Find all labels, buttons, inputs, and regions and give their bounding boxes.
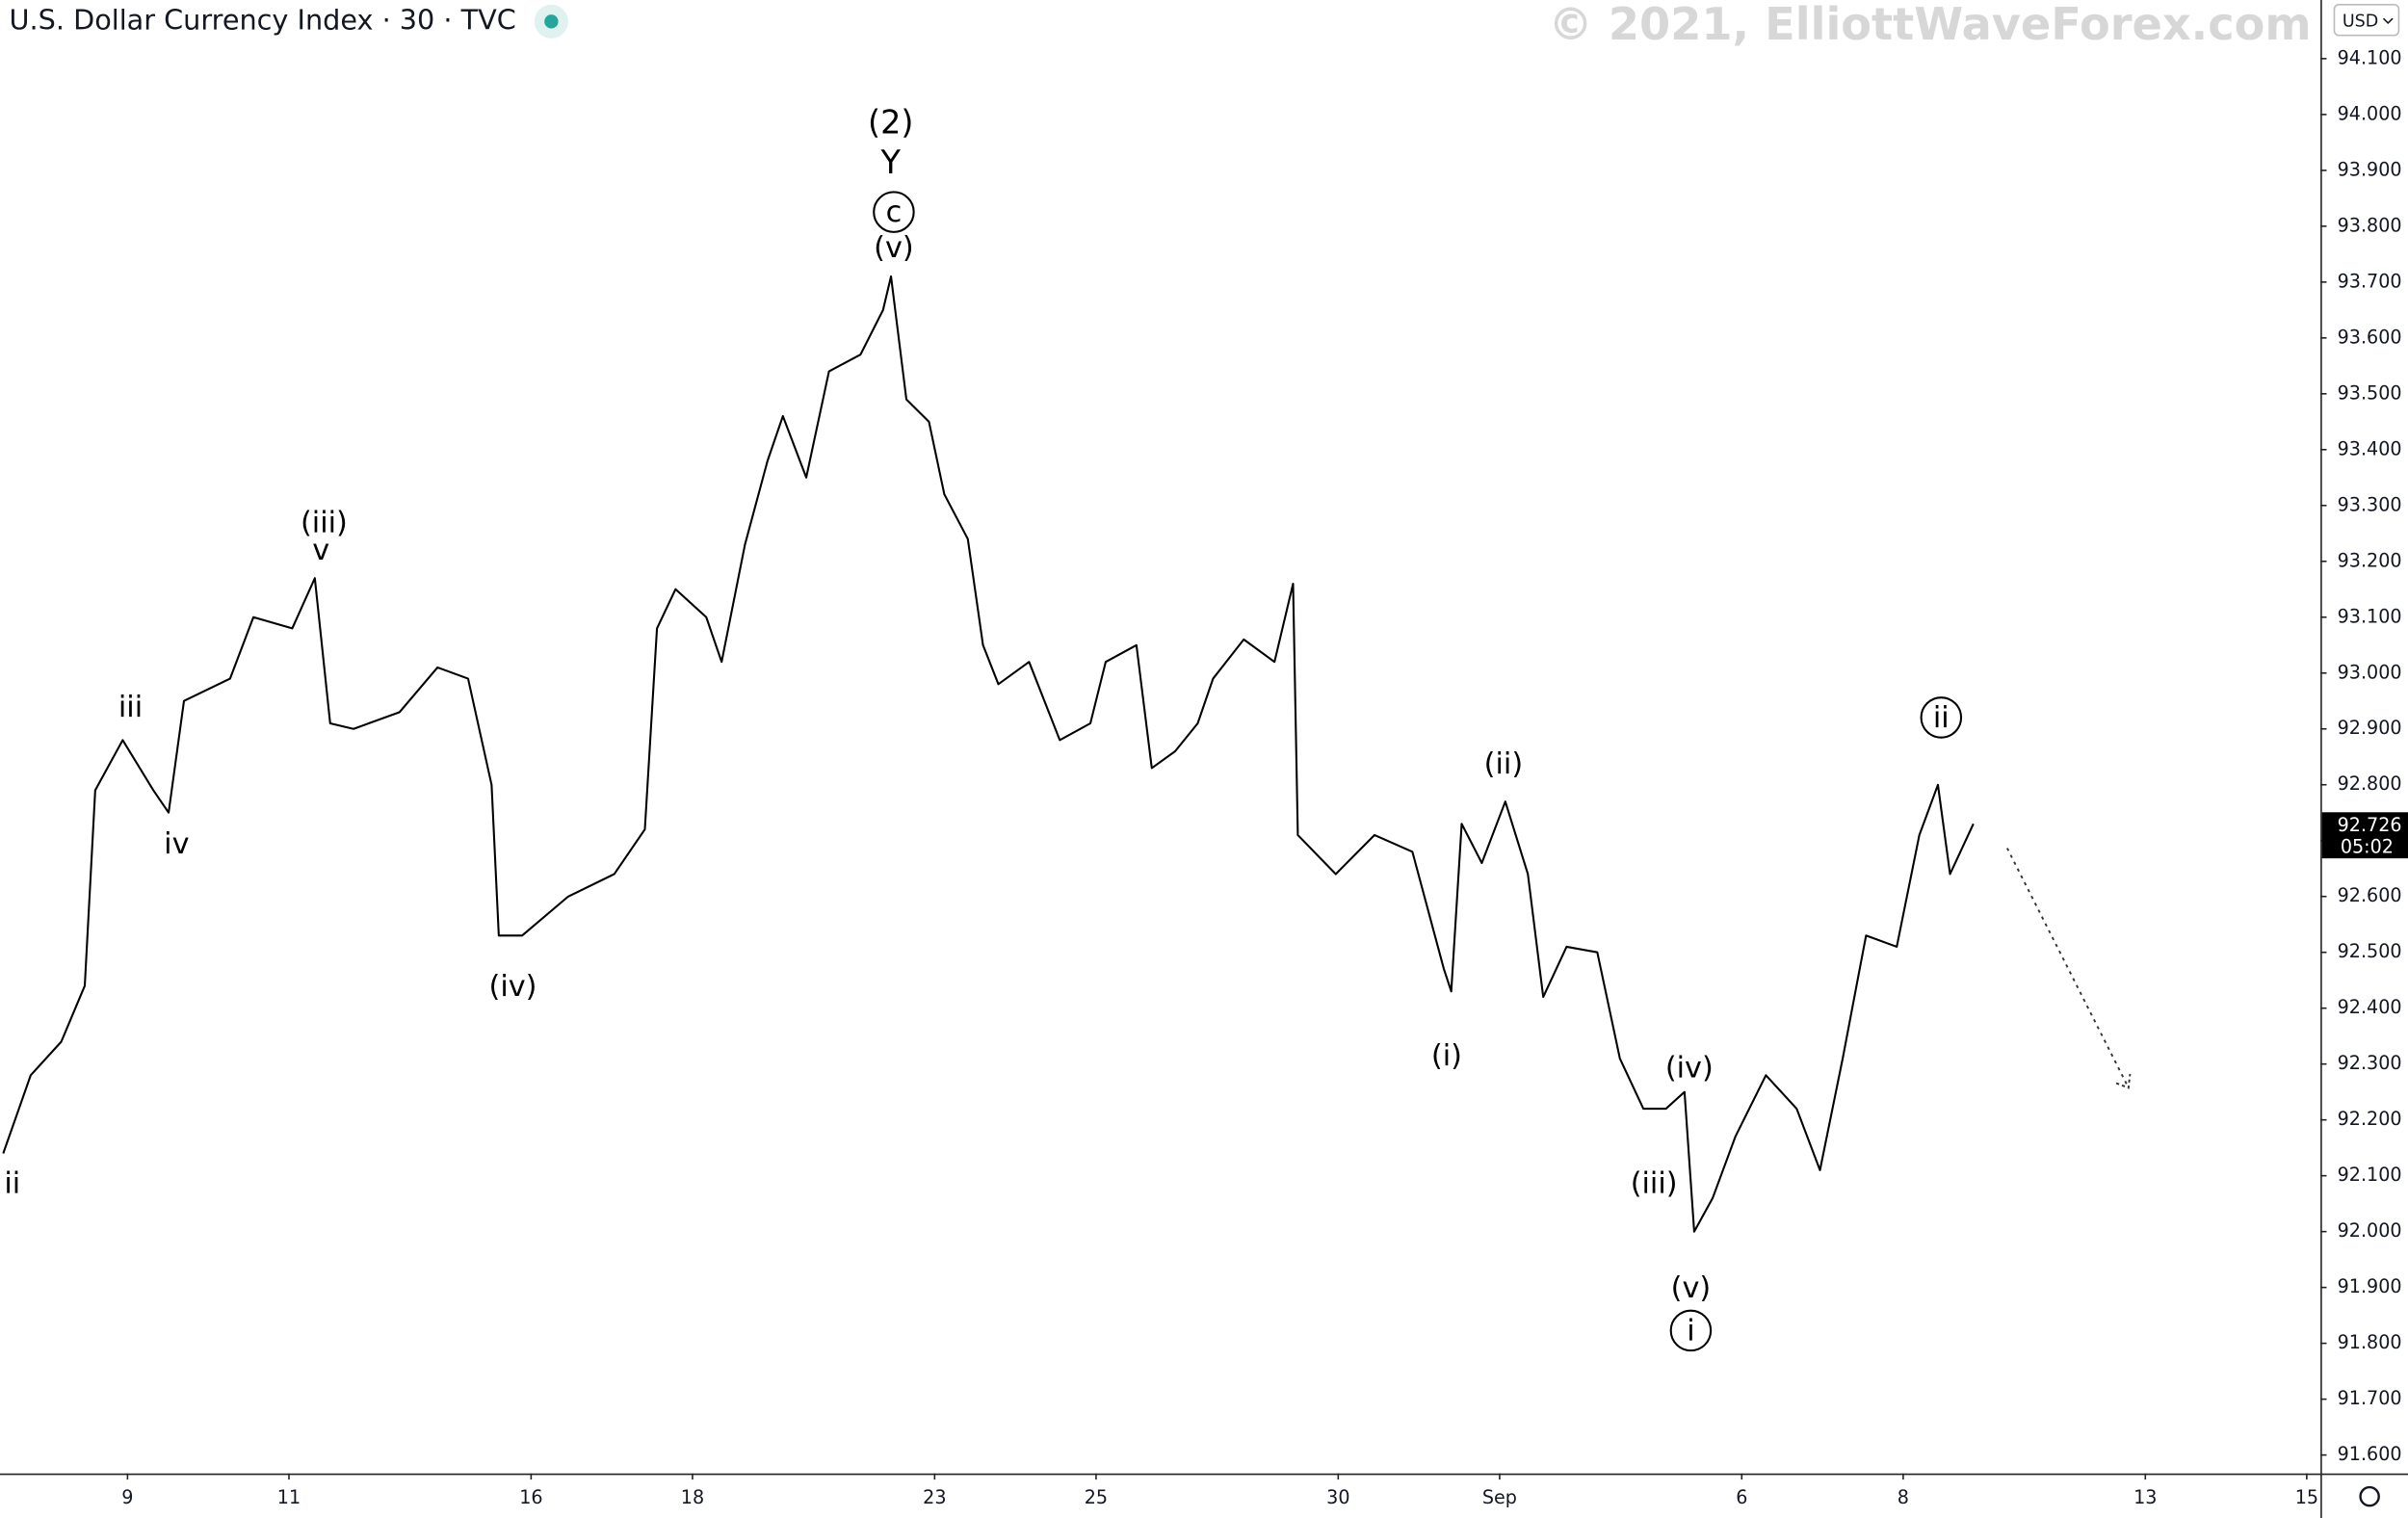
projection-arrow-head [2115,1073,2132,1089]
x-tick-label: 8 [1898,1486,1909,1508]
y-tick-label: 91.900 [2338,1275,2402,1297]
wave-label: i [1687,1314,1694,1348]
wave-label: iii [118,691,143,724]
x-tick-label: 13 [2133,1486,2157,1508]
wave-label: (v) [874,231,914,265]
wave-label: (v) [1671,1271,1712,1305]
x-tick-label: 9 [121,1486,133,1508]
y-tick-label: 92.500 [2338,940,2402,962]
y-tick-label: 93.500 [2338,381,2402,404]
x-tick-label: Sep [1482,1486,1517,1508]
y-tick-label: 91.800 [2338,1331,2402,1353]
y-tick-label: 92.600 [2338,884,2402,906]
wave-circle [1669,1309,1713,1352]
y-tick-label: 93.200 [2338,549,2402,571]
y-tick-label: 91.700 [2338,1387,2402,1409]
wave-circle [873,191,915,233]
y-tick-label: 94.000 [2338,102,2402,124]
x-tick-label: 11 [277,1486,301,1508]
y-tick-label: 92.000 [2338,1219,2402,1242]
y-tick-label: 93.800 [2338,214,2402,236]
chart-title: U.S. Dollar Currency Index · 30 · TVC [10,3,516,36]
y-tick-label: 93.900 [2338,158,2402,180]
x-tick-label: 15 [2295,1486,2318,1508]
wave-label: ii [4,1166,20,1200]
x-tick-label: 25 [1085,1486,1108,1508]
y-tick-label: 92.200 [2338,1108,2402,1130]
y-tick-label: 92.800 [2338,772,2402,795]
wave-label: (2) [868,104,913,142]
y-tick-label: 92.400 [2338,996,2402,1018]
wave-label: ii [1933,701,1950,735]
status-dot [544,14,559,29]
x-tick-label: 6 [1736,1486,1747,1508]
settings-icon[interactable] [2359,1485,2380,1507]
y-tick-label: 93.700 [2338,270,2402,292]
y-tick-label: 93.400 [2338,437,2402,459]
currency-label[interactable]: USD [2343,12,2378,31]
x-tick-label: 30 [1326,1486,1349,1508]
wave-label: (iii) [1631,1166,1678,1200]
wave-label: (iii) [301,506,348,539]
wave-label: v [312,534,329,567]
wave-circle [1920,696,1963,739]
watermark: © 2021, ElliottWaveForex.com [1549,0,2312,50]
wave-label: Y [880,144,902,181]
y-tick-label: 92.300 [2338,1052,2402,1074]
y-tick-label: 94.100 [2338,46,2402,68]
projection-arrow [2006,848,2129,1086]
wave-label: (ii) [1484,747,1523,781]
y-tick-label: 93.600 [2338,326,2402,348]
last-price-label: 92.726 [2338,814,2402,836]
wave-label: c [886,196,903,229]
wave-label: iv [164,827,189,861]
wave-label: (iv) [489,970,537,1004]
y-tick-label: 92.100 [2338,1164,2402,1186]
gear[interactable] [2359,1485,2380,1507]
currency-button[interactable] [2333,3,2400,37]
y-tick-label: 91.600 [2338,1443,2402,1465]
x-tick-label: 16 [519,1486,542,1508]
y-tick-label: 93.000 [2338,661,2402,683]
y-tick-label: 93.300 [2338,493,2402,515]
y-tick-label: 93.100 [2338,605,2402,627]
wave-label: (i) [1431,1039,1462,1073]
wave-label: (iv) [1665,1052,1714,1086]
y-tick-label: 92.900 [2338,717,2402,739]
last-price-tag [2321,812,2408,859]
x-tick-label: 23 [923,1486,946,1508]
currency-caret[interactable] [2382,17,2394,25]
countdown-label: 05:02 [2341,835,2394,857]
price-line [2,275,1975,1233]
x-tick-label: 18 [681,1486,704,1508]
